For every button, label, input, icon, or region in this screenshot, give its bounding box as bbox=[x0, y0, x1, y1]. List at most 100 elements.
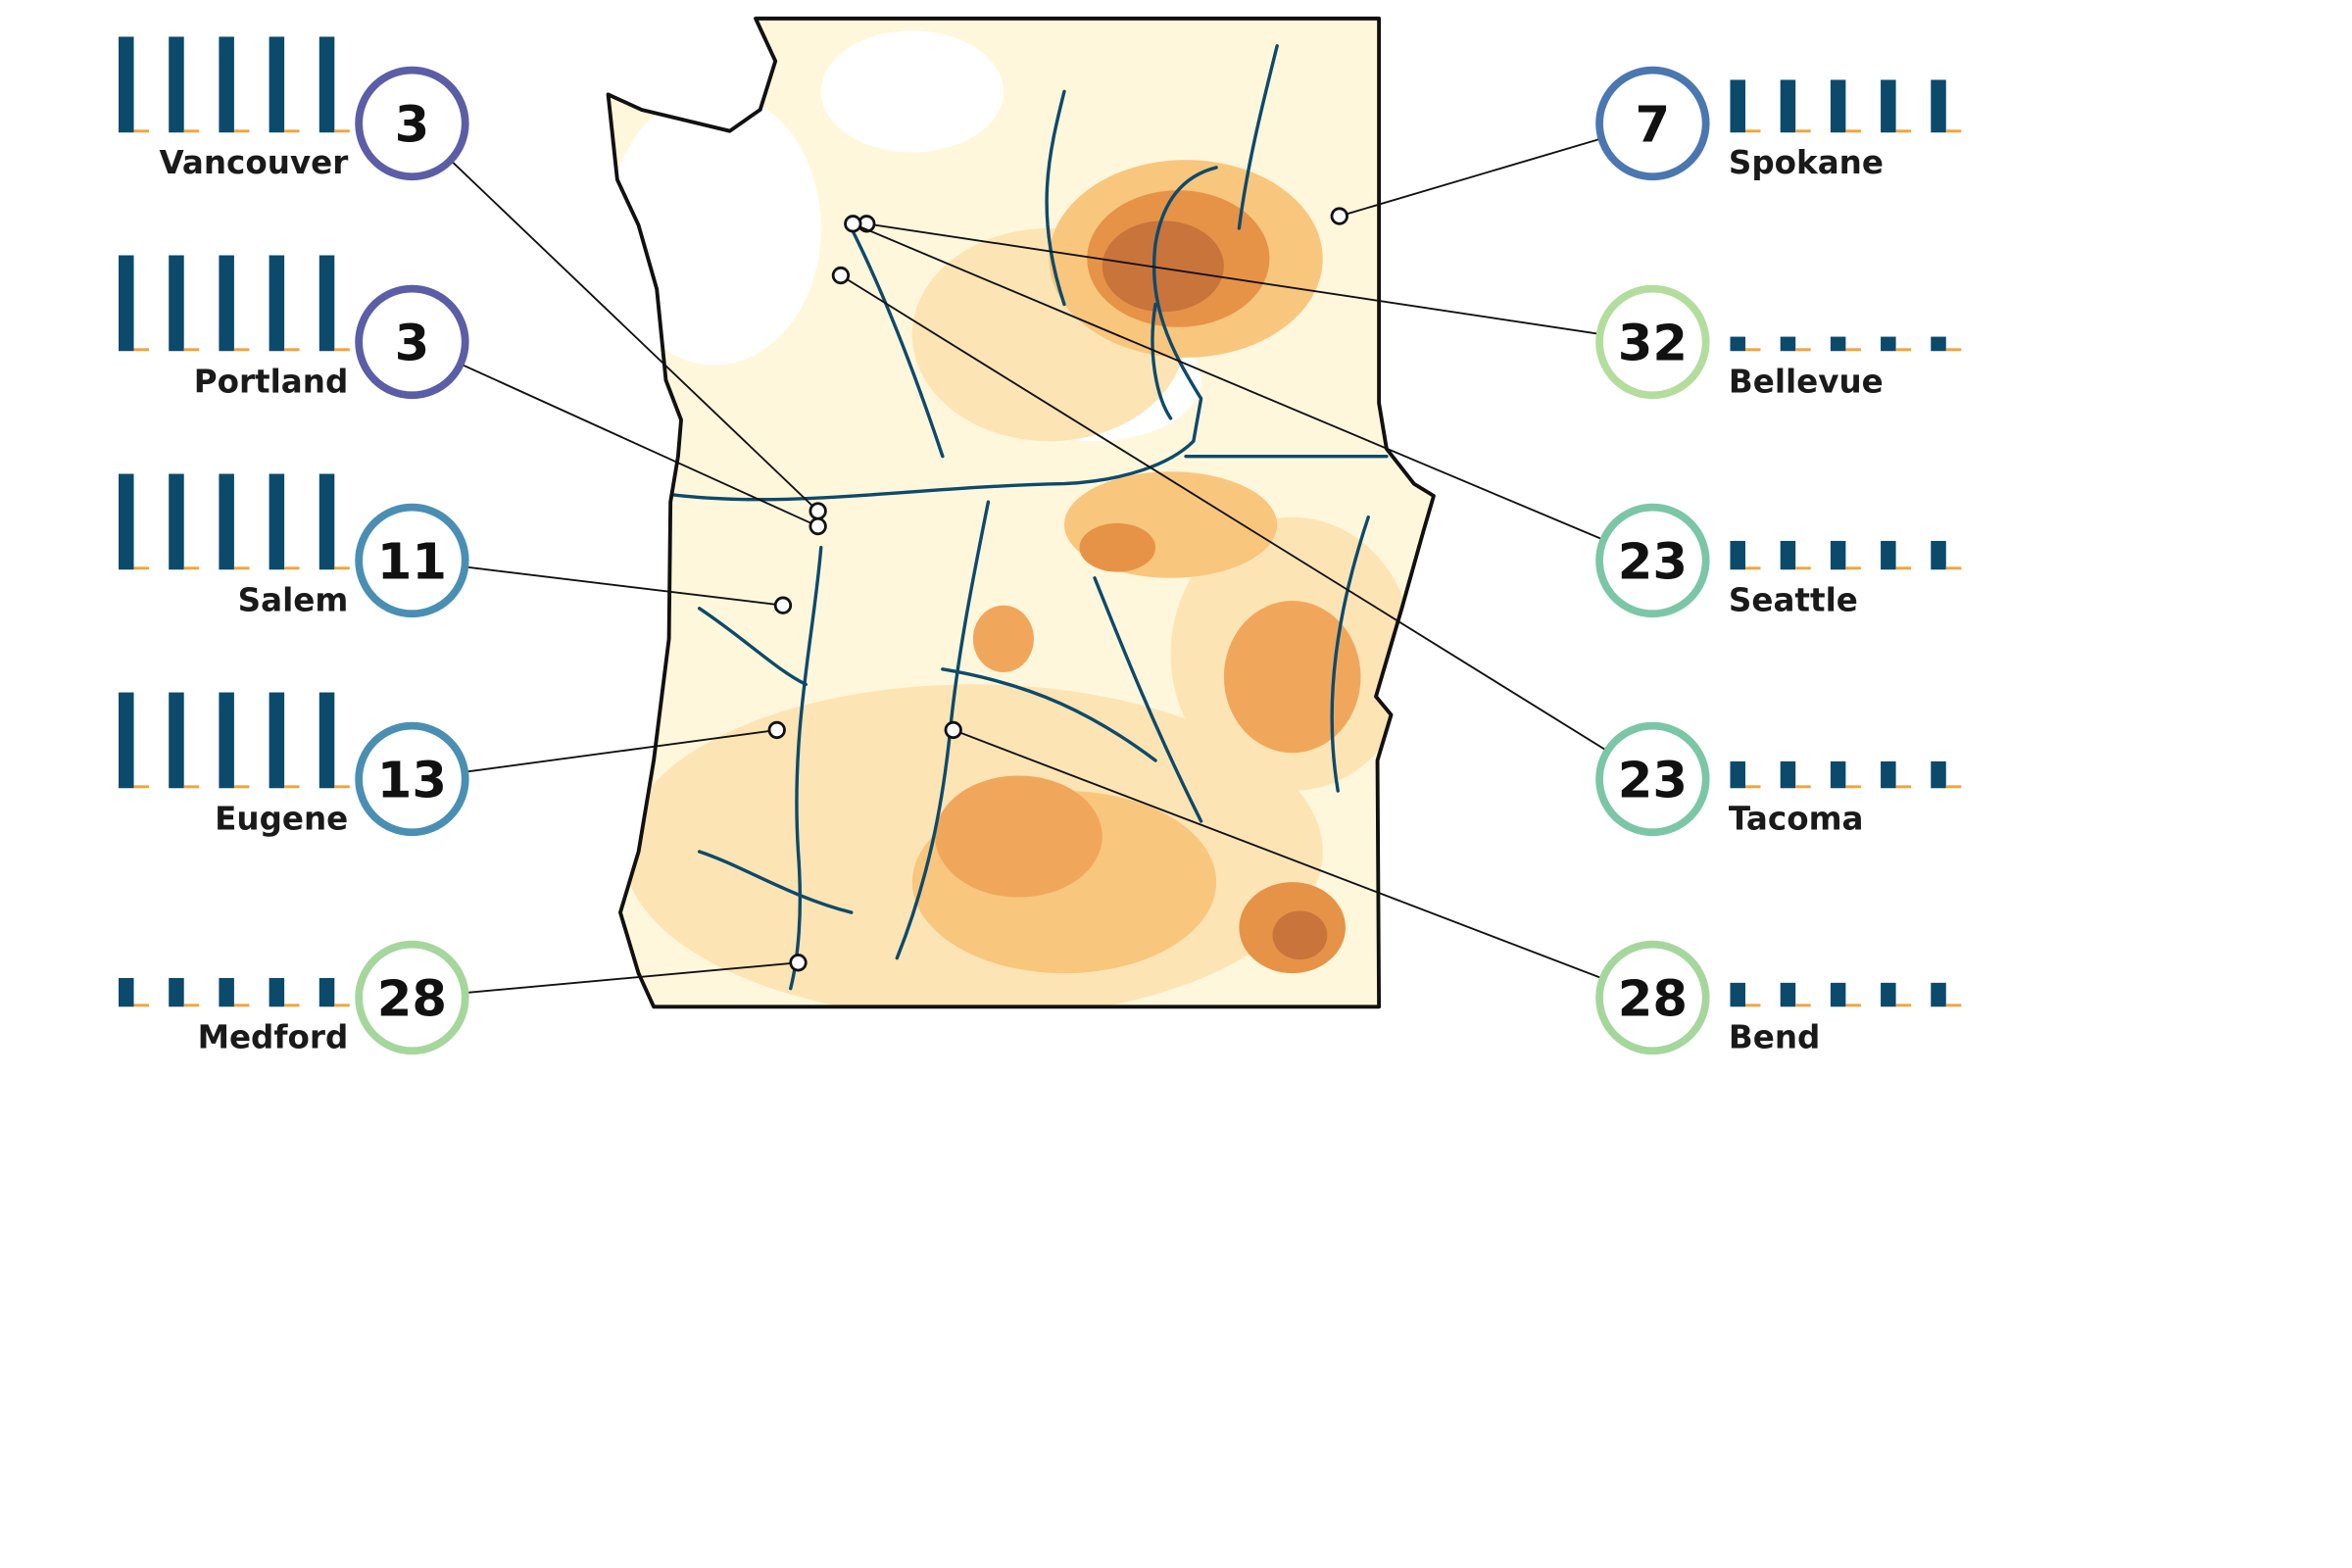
bar bbox=[219, 36, 234, 133]
bar-secondary bbox=[1845, 1004, 1861, 1007]
bar bbox=[1780, 79, 1796, 133]
bar bbox=[1881, 79, 1896, 133]
city-name: Vancouver bbox=[159, 144, 348, 181]
bar-secondary bbox=[183, 785, 200, 789]
bar-secondary bbox=[1895, 566, 1912, 570]
city-point bbox=[944, 720, 962, 740]
city-point bbox=[844, 215, 862, 233]
bar-secondary bbox=[1845, 566, 1861, 570]
bar-secondary bbox=[1845, 785, 1861, 789]
bar bbox=[318, 692, 335, 789]
bar-secondary bbox=[1744, 566, 1761, 570]
bar bbox=[1780, 982, 1796, 1007]
bar-secondary bbox=[1895, 785, 1912, 789]
leader-line bbox=[467, 961, 799, 994]
bar bbox=[1830, 760, 1846, 789]
bar bbox=[119, 977, 134, 1007]
leader-line bbox=[467, 565, 784, 607]
rank-circle bbox=[1595, 721, 1710, 837]
rank-circle bbox=[355, 940, 469, 1055]
bar-secondary bbox=[133, 129, 150, 133]
bar-secondary bbox=[233, 129, 250, 133]
bar-secondary bbox=[233, 1004, 250, 1007]
bar-secondary bbox=[1895, 129, 1912, 133]
bar-secondary bbox=[1845, 129, 1861, 133]
rank-number: 28 bbox=[377, 970, 447, 1029]
bar bbox=[1931, 540, 1946, 570]
city-name: Bellevue bbox=[1729, 363, 1884, 400]
bar-secondary bbox=[334, 129, 350, 133]
map-fill bbox=[608, 18, 1434, 1007]
bar-secondary bbox=[133, 1004, 150, 1007]
bar bbox=[219, 473, 234, 570]
bar-secondary bbox=[1895, 1004, 1912, 1007]
city-point bbox=[1330, 207, 1348, 225]
bar-secondary bbox=[1795, 1004, 1811, 1007]
bar-secondary bbox=[1895, 348, 1912, 352]
bar bbox=[1830, 336, 1846, 352]
bar-secondary bbox=[1795, 129, 1811, 133]
bar-secondary bbox=[1945, 129, 1962, 133]
bar-secondary bbox=[133, 785, 150, 789]
bar bbox=[269, 255, 285, 352]
bar bbox=[1780, 760, 1796, 789]
bar-secondary bbox=[334, 1004, 350, 1007]
city-name: Tacoma bbox=[1729, 800, 1864, 837]
rank-circle bbox=[355, 66, 469, 181]
bar bbox=[1730, 982, 1745, 1007]
bar bbox=[1931, 336, 1946, 352]
rank-number: 23 bbox=[1618, 532, 1688, 591]
bar bbox=[169, 36, 184, 133]
city-point bbox=[831, 266, 851, 285]
bar bbox=[119, 473, 134, 570]
bar-secondary bbox=[1945, 348, 1962, 352]
bar-secondary bbox=[133, 566, 150, 570]
bar bbox=[1730, 760, 1745, 789]
leader-line bbox=[953, 729, 1601, 979]
bar bbox=[1881, 982, 1896, 1007]
rank-number: 7 bbox=[1636, 95, 1671, 154]
rank-circle bbox=[1595, 503, 1710, 618]
bar bbox=[1830, 982, 1846, 1007]
bar-secondary bbox=[284, 1004, 300, 1007]
rank-number: 3 bbox=[395, 314, 430, 372]
bar-secondary bbox=[1744, 1004, 1761, 1007]
bar-secondary bbox=[334, 785, 350, 789]
city-point bbox=[767, 720, 786, 740]
bar-secondary bbox=[183, 1004, 200, 1007]
bar bbox=[1931, 79, 1946, 133]
bar-secondary bbox=[334, 348, 350, 352]
bar bbox=[318, 36, 335, 133]
bar-secondary bbox=[284, 129, 300, 133]
bar-secondary bbox=[1945, 566, 1962, 570]
rank-circle bbox=[355, 503, 469, 618]
bar bbox=[219, 692, 234, 789]
leader-line bbox=[840, 274, 1606, 751]
city-panels: 3 Vancouver 3 Portland 11 Salem 13 Eugene 28 Medf… bbox=[119, 36, 1962, 1055]
city-name: Eugene bbox=[215, 800, 348, 837]
bar-secondary bbox=[133, 348, 150, 352]
rank-circle bbox=[355, 721, 469, 837]
bar bbox=[169, 692, 184, 789]
bar-secondary bbox=[1795, 348, 1811, 352]
bar-secondary bbox=[1795, 566, 1811, 570]
bar bbox=[1780, 336, 1796, 352]
city-point bbox=[789, 954, 808, 972]
bar bbox=[318, 255, 335, 352]
rank-number: 28 bbox=[1618, 970, 1688, 1029]
bar-secondary bbox=[183, 348, 200, 352]
leader-line bbox=[852, 222, 1601, 540]
bar-secondary bbox=[1795, 785, 1811, 789]
bar-secondary bbox=[1845, 348, 1861, 352]
city-name: Portland bbox=[194, 363, 349, 400]
rank-circle bbox=[355, 284, 469, 400]
bar bbox=[1780, 540, 1796, 570]
bar bbox=[169, 473, 184, 570]
rank-circle bbox=[1595, 66, 1710, 181]
leader-line bbox=[1339, 138, 1599, 218]
leader-line bbox=[452, 161, 819, 513]
city-name: Spokane bbox=[1729, 144, 1884, 181]
bar bbox=[1830, 79, 1846, 133]
bar bbox=[1730, 79, 1745, 133]
